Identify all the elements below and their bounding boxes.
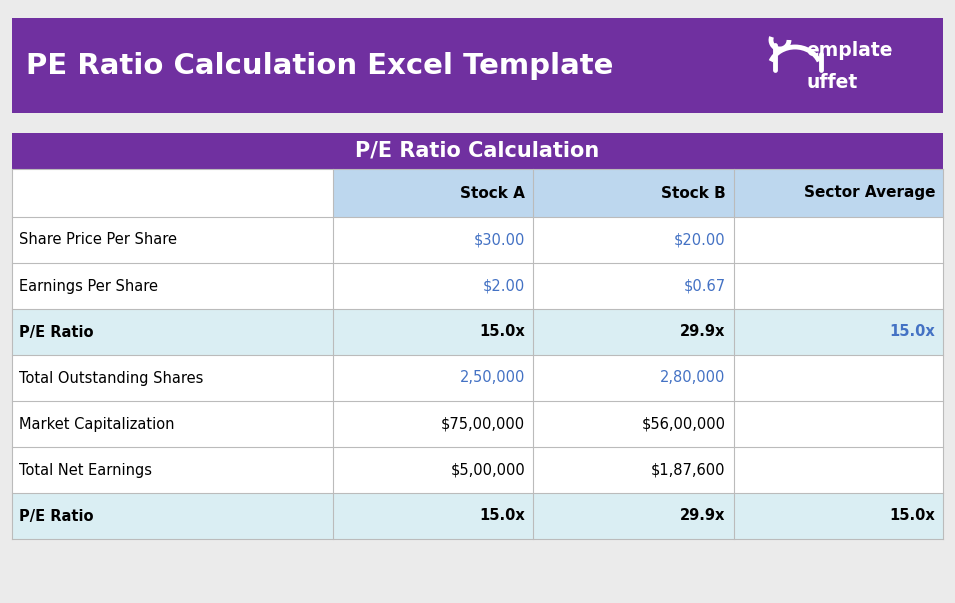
Text: Share Price Per Share: Share Price Per Share: [19, 233, 177, 247]
Bar: [333, 355, 533, 401]
Text: Total Net Earnings: Total Net Earnings: [19, 463, 152, 478]
Text: 2,80,000: 2,80,000: [660, 370, 726, 385]
Text: emplate: emplate: [806, 41, 893, 60]
Bar: [533, 355, 733, 401]
Bar: [733, 217, 943, 263]
Bar: [12, 133, 943, 169]
Bar: [12, 493, 333, 539]
Bar: [12, 447, 333, 493]
Text: 29.9x: 29.9x: [680, 508, 726, 523]
Bar: [533, 169, 733, 217]
Text: Total Outstanding Shares: Total Outstanding Shares: [19, 370, 203, 385]
Text: Stock A: Stock A: [460, 186, 525, 201]
Bar: [333, 263, 533, 309]
Text: 29.9x: 29.9x: [680, 324, 726, 339]
Bar: [12, 355, 333, 401]
Text: $1,87,600: $1,87,600: [651, 463, 726, 478]
Bar: [533, 217, 733, 263]
Bar: [12, 309, 333, 355]
Bar: [733, 401, 943, 447]
Bar: [333, 447, 533, 493]
Bar: [733, 309, 943, 355]
Bar: [733, 169, 943, 217]
Text: $0.67: $0.67: [684, 279, 726, 294]
Text: $75,00,000: $75,00,000: [441, 417, 525, 432]
Text: 15.0x: 15.0x: [889, 324, 935, 339]
Bar: [533, 447, 733, 493]
Text: $2.00: $2.00: [483, 279, 525, 294]
Text: PE Ratio Calculation Excel Template: PE Ratio Calculation Excel Template: [26, 51, 613, 80]
Bar: [733, 493, 943, 539]
Bar: [333, 217, 533, 263]
Bar: [333, 309, 533, 355]
Text: P/E Ratio: P/E Ratio: [19, 508, 94, 523]
Text: Sector Average: Sector Average: [803, 186, 935, 201]
Text: 15.0x: 15.0x: [889, 508, 935, 523]
Bar: [533, 263, 733, 309]
Text: P/E Ratio Calculation: P/E Ratio Calculation: [355, 141, 600, 161]
Bar: [12, 18, 943, 113]
Bar: [733, 355, 943, 401]
Bar: [733, 263, 943, 309]
Bar: [533, 401, 733, 447]
Bar: [333, 401, 533, 447]
Text: $5,00,000: $5,00,000: [451, 463, 525, 478]
Text: Market Capitalization: Market Capitalization: [19, 417, 175, 432]
Bar: [733, 447, 943, 493]
Text: 2,50,000: 2,50,000: [460, 370, 525, 385]
Text: $20.00: $20.00: [674, 233, 726, 247]
Bar: [333, 169, 533, 217]
Text: Stock B: Stock B: [661, 186, 726, 201]
Text: uffet: uffet: [806, 73, 858, 92]
Text: 15.0x: 15.0x: [479, 508, 525, 523]
Bar: [12, 217, 333, 263]
Text: 15.0x: 15.0x: [479, 324, 525, 339]
Bar: [333, 493, 533, 539]
Text: P/E Ratio: P/E Ratio: [19, 324, 94, 339]
Text: $30.00: $30.00: [474, 233, 525, 247]
Bar: [12, 263, 333, 309]
Bar: [12, 169, 333, 217]
Bar: [533, 309, 733, 355]
Text: $56,00,000: $56,00,000: [642, 417, 726, 432]
Bar: [533, 493, 733, 539]
Bar: [12, 401, 333, 447]
Text: Earnings Per Share: Earnings Per Share: [19, 279, 158, 294]
